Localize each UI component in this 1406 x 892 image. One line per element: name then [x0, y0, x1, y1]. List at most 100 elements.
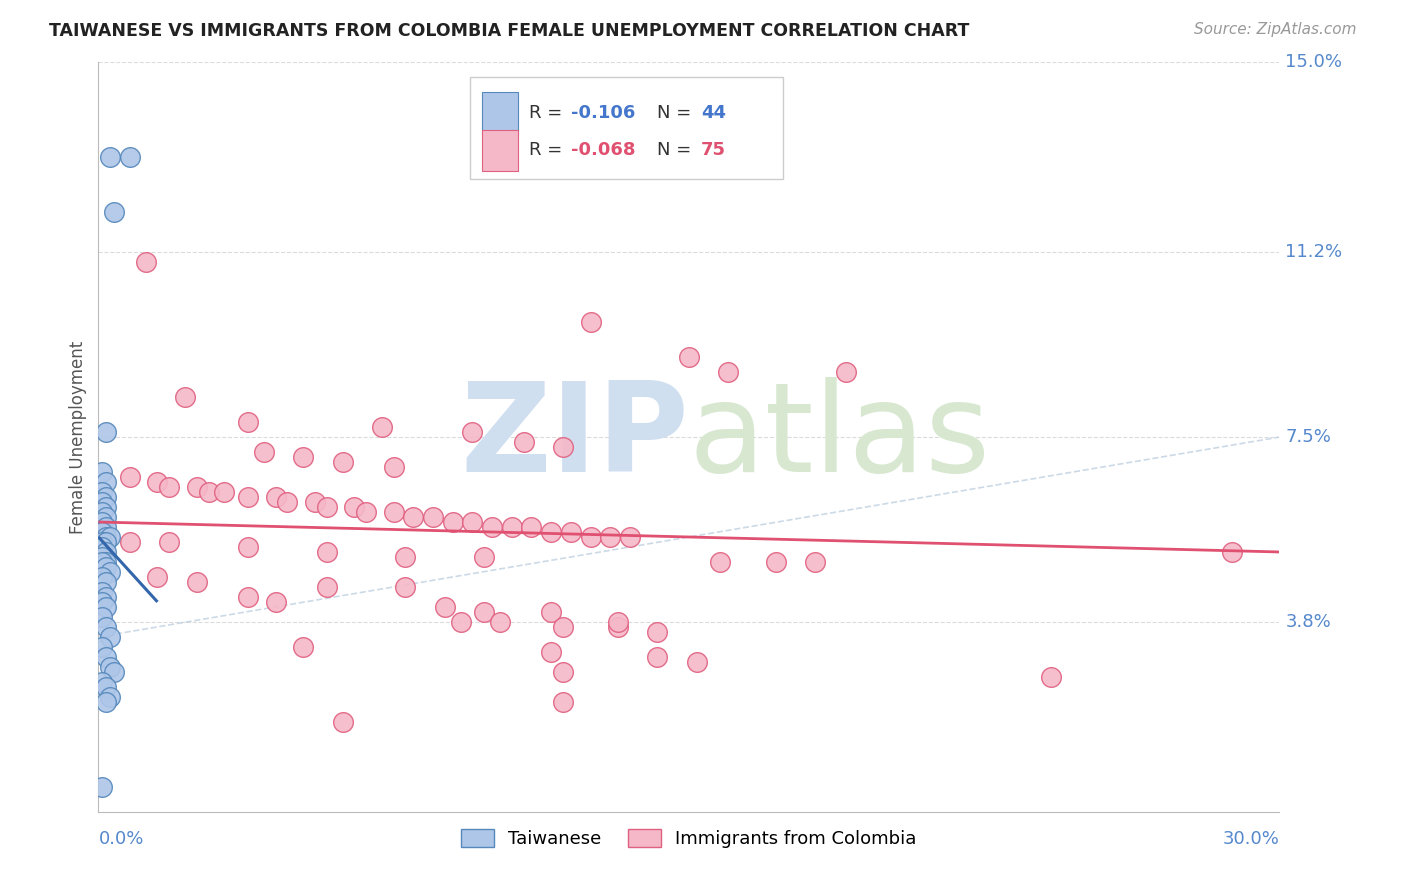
- Point: [157, 535, 180, 549]
- FancyBboxPatch shape: [471, 78, 783, 178]
- Point: [91, 505, 114, 519]
- Point: [91, 515, 114, 529]
- Point: [96, 520, 118, 534]
- Text: ZIP: ZIP: [460, 376, 689, 498]
- Point: [91, 585, 114, 599]
- Point: [678, 350, 700, 364]
- Y-axis label: Female Unemployment: Female Unemployment: [69, 341, 87, 533]
- Point: [96, 535, 118, 549]
- Point: [96, 425, 118, 439]
- Point: [91, 495, 114, 509]
- Point: [1040, 670, 1063, 684]
- Point: [96, 545, 118, 559]
- Point: [96, 695, 118, 709]
- Point: [433, 599, 456, 614]
- Point: [91, 595, 114, 609]
- Point: [96, 530, 118, 544]
- Point: [540, 605, 562, 619]
- Point: [98, 690, 121, 704]
- Point: [236, 540, 259, 554]
- Text: TAIWANESE VS IMMIGRANTS FROM COLOMBIA FEMALE UNEMPLOYMENT CORRELATION CHART: TAIWANESE VS IMMIGRANTS FROM COLOMBIA FE…: [49, 22, 970, 40]
- Point: [174, 390, 197, 404]
- Point: [619, 530, 641, 544]
- Point: [315, 580, 337, 594]
- Text: 7.5%: 7.5%: [1285, 428, 1331, 446]
- Point: [551, 620, 574, 634]
- Point: [91, 610, 114, 624]
- Point: [292, 450, 315, 464]
- Point: [236, 415, 259, 429]
- Point: [607, 615, 630, 629]
- Point: [146, 475, 169, 489]
- Point: [91, 549, 114, 564]
- Point: [91, 555, 114, 569]
- Point: [103, 205, 125, 219]
- Point: [551, 440, 574, 454]
- Point: [709, 555, 731, 569]
- Point: [579, 530, 602, 544]
- Point: [91, 540, 114, 554]
- Point: [214, 485, 236, 500]
- Point: [647, 649, 669, 664]
- Point: [382, 505, 405, 519]
- Point: [402, 510, 425, 524]
- Point: [717, 365, 740, 379]
- Point: [540, 524, 562, 539]
- Text: 11.2%: 11.2%: [1285, 244, 1343, 261]
- Point: [118, 535, 141, 549]
- Point: [91, 485, 114, 500]
- Point: [264, 490, 287, 504]
- Point: [103, 665, 125, 679]
- Point: [98, 530, 121, 544]
- Point: [835, 365, 858, 379]
- Text: 3.8%: 3.8%: [1285, 613, 1331, 631]
- Point: [96, 574, 118, 589]
- Point: [98, 630, 121, 644]
- Point: [264, 595, 287, 609]
- Point: [472, 549, 495, 564]
- Point: [292, 640, 315, 654]
- Point: [804, 555, 827, 569]
- Text: Source: ZipAtlas.com: Source: ZipAtlas.com: [1194, 22, 1357, 37]
- Point: [686, 655, 709, 669]
- Point: [236, 490, 259, 504]
- Text: -0.068: -0.068: [571, 142, 636, 160]
- Point: [304, 495, 326, 509]
- Point: [607, 620, 630, 634]
- Point: [332, 455, 354, 469]
- Text: R =: R =: [530, 104, 568, 122]
- Point: [96, 510, 118, 524]
- Point: [481, 520, 503, 534]
- Text: N =: N =: [657, 142, 697, 160]
- Text: -0.106: -0.106: [571, 104, 636, 122]
- Point: [253, 445, 276, 459]
- Point: [91, 780, 114, 794]
- Point: [91, 465, 114, 479]
- Legend: Taiwanese, Immigrants from Colombia: Taiwanese, Immigrants from Colombia: [454, 822, 924, 855]
- Point: [91, 535, 114, 549]
- Point: [579, 315, 602, 329]
- Point: [489, 615, 512, 629]
- Point: [91, 640, 114, 654]
- Point: [599, 530, 621, 544]
- Text: 15.0%: 15.0%: [1285, 54, 1343, 71]
- Point: [96, 500, 118, 514]
- Point: [540, 645, 562, 659]
- Point: [394, 549, 416, 564]
- Point: [394, 580, 416, 594]
- Point: [765, 555, 787, 569]
- Point: [382, 460, 405, 475]
- Text: R =: R =: [530, 142, 568, 160]
- Point: [551, 665, 574, 679]
- Point: [332, 714, 354, 729]
- Point: [512, 435, 534, 450]
- Point: [441, 515, 464, 529]
- Point: [354, 505, 377, 519]
- Text: N =: N =: [657, 104, 697, 122]
- Text: 30.0%: 30.0%: [1223, 830, 1279, 848]
- Point: [186, 574, 208, 589]
- Point: [520, 520, 543, 534]
- Point: [98, 565, 121, 579]
- Point: [91, 674, 114, 689]
- Point: [197, 485, 219, 500]
